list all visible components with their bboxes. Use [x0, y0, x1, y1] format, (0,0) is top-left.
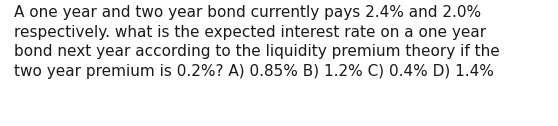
Text: A one year and two year bond currently pays 2.4% and 2.0%
respectively. what is : A one year and two year bond currently p… — [14, 5, 500, 79]
